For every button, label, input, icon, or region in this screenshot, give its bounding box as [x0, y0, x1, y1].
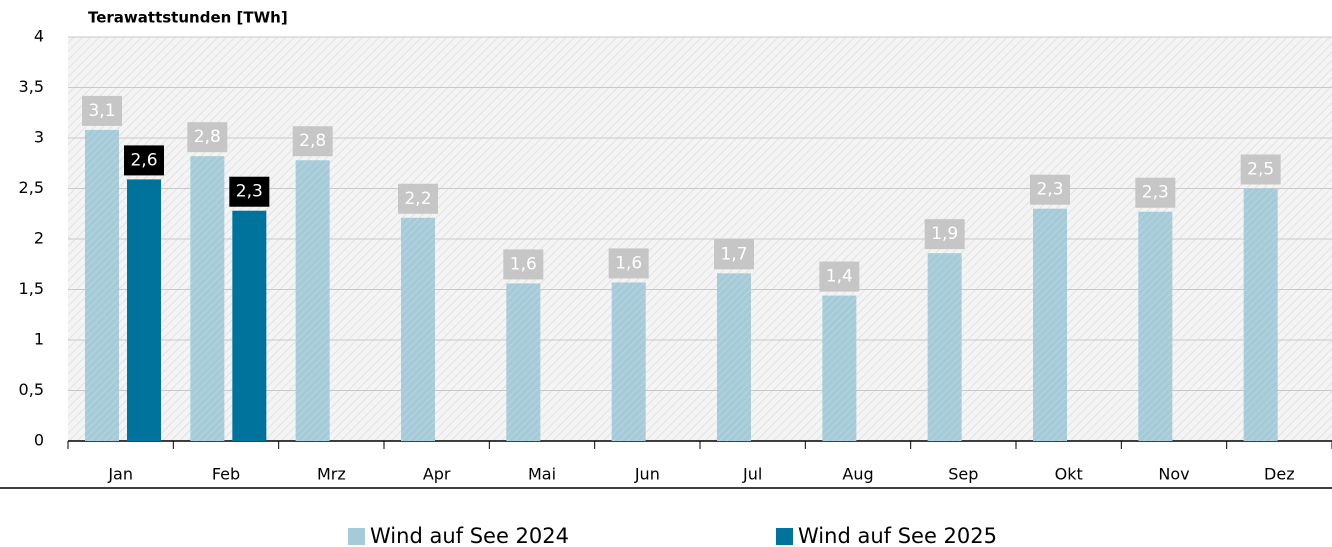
bar-hatch [611, 282, 646, 441]
legend-swatch [348, 528, 365, 545]
y-tick-label: 2 [34, 229, 44, 248]
bar [232, 210, 267, 441]
bar-hatch [1033, 208, 1067, 441]
x-tick-label: Okt [1055, 465, 1083, 484]
x-tick-label: Sep [948, 465, 978, 484]
value-label-box [1135, 177, 1176, 208]
x-tick-label: Jun [634, 465, 660, 484]
value-label: 2,5 [1247, 160, 1274, 180]
y-tick-label: 2,5 [19, 178, 44, 197]
y-tick-label: 0,5 [19, 380, 44, 399]
value-label: 3,1 [88, 101, 115, 121]
value-label-box [82, 95, 122, 126]
bar [127, 179, 161, 441]
value-label-box [398, 183, 438, 214]
value-label-box [608, 248, 649, 279]
value-label: 2,3 [236, 182, 263, 202]
value-label-box [1030, 174, 1070, 205]
x-tick-label: Nov [1158, 465, 1189, 484]
value-label-box [714, 239, 754, 270]
value-label: 2,3 [1036, 180, 1063, 200]
value-label-box [819, 261, 860, 292]
x-tick-label: Feb [212, 465, 240, 484]
bar-hatch [295, 160, 330, 441]
value-label: 2,8 [299, 131, 326, 151]
value-label-box [124, 145, 164, 176]
bar-hatch [717, 273, 751, 441]
x-tick-label: Jul [742, 465, 762, 484]
y-tick-label: 3,5 [19, 77, 44, 96]
value-label-box [924, 219, 965, 250]
bar-hatch [190, 156, 225, 441]
bar-hatch [401, 217, 435, 441]
value-label: 2,6 [130, 150, 157, 170]
value-label: 1,9 [931, 224, 958, 244]
value-label: 2,2 [404, 189, 431, 209]
value-label-box [1240, 154, 1281, 185]
x-tick-label: Mai [528, 465, 556, 484]
x-tick-label: Dez [1264, 465, 1295, 484]
y-tick-label: 4 [34, 27, 44, 46]
value-label: 2,8 [194, 127, 221, 147]
y-tick-label: 3 [34, 128, 44, 147]
x-tick-label: Mrz [317, 465, 346, 484]
bar-hatch [85, 129, 119, 442]
y-tick-label: 1,5 [19, 279, 44, 298]
x-tick-label: Aug [842, 465, 873, 484]
value-label: 1,6 [615, 253, 642, 273]
y-tick-label: 1 [34, 330, 44, 349]
legend-label: Wind auf See 2025 [798, 524, 997, 547]
bar-hatch [927, 253, 962, 441]
bar-hatch [822, 295, 857, 441]
legend-label: Wind auf See 2024 [370, 524, 569, 547]
legend-swatch [776, 528, 793, 545]
value-label-box [229, 176, 270, 207]
y-tick-label: 0 [34, 431, 44, 450]
bar-hatch [506, 283, 541, 441]
value-label-box [292, 126, 333, 157]
bar-hatch [1138, 211, 1173, 441]
y-axis-title: Terawattstunden [TWh] [88, 9, 288, 27]
bar-hatch [1243, 188, 1278, 441]
value-label-box [187, 122, 228, 153]
x-tick-label: Jan [107, 465, 133, 484]
value-label: 1,4 [826, 267, 853, 287]
value-label: 1,6 [510, 254, 537, 274]
value-label: 2,3 [1142, 183, 1169, 203]
value-label: 1,7 [720, 244, 747, 264]
x-tick-label: Apr [423, 465, 451, 484]
value-label-box [503, 249, 544, 280]
